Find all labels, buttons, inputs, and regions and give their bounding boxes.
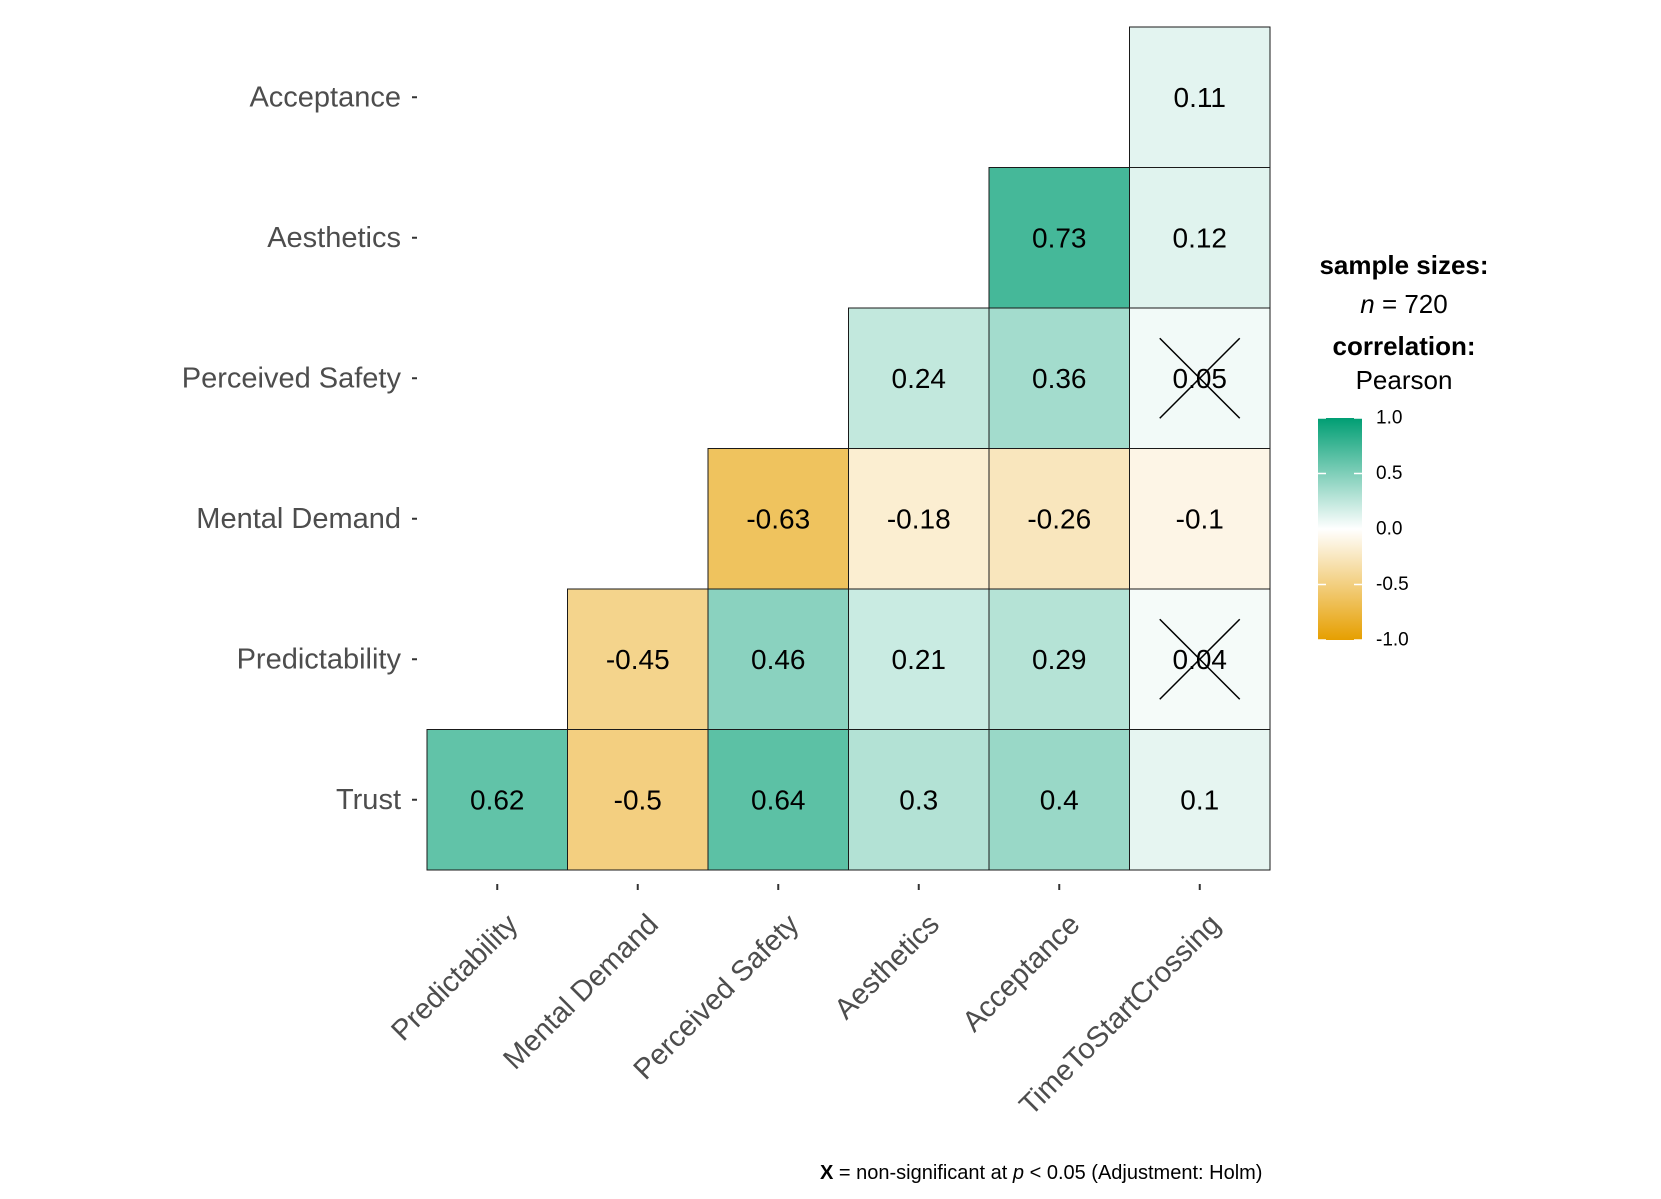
x-tick-label-acceptance: Acceptance xyxy=(957,908,1087,1038)
legend-ticks: 1.0 0.5 0.0 -0.5 -1.0 xyxy=(1318,408,1409,651)
heatmap-cell-rect xyxy=(567,729,709,871)
cell-value-label: 0.62 xyxy=(470,784,525,815)
heatmap-cell-aesthetics-acceptance: 0.73 xyxy=(988,167,1130,309)
heatmap-cell-rect xyxy=(1129,167,1271,309)
x-tick-label-predictability: Predictability xyxy=(385,908,524,1047)
heatmap-cell-predictability-perceived-safety: 0.46 xyxy=(707,588,849,730)
caption-p-symbol: p xyxy=(1012,1162,1024,1184)
heatmap-cell-mental-demand-perceived-safety: -0.63 xyxy=(707,448,849,590)
heatmap-cell-aesthetics-timetostartcrossing: 0.12 xyxy=(1129,167,1271,309)
cell-value-label: 0.11 xyxy=(1174,82,1226,113)
heatmap-cell-rect xyxy=(988,588,1130,730)
heatmap-cell-trust-aesthetics: 0.3 xyxy=(848,729,990,871)
y-axis: Trust Predictability Mental Demand Perceive… xyxy=(182,81,417,816)
cell-value-label: -0.5 xyxy=(614,784,662,815)
legend-tick-label: -1.0 xyxy=(1376,630,1409,651)
legend-tick-label: 0.0 xyxy=(1376,519,1402,540)
cell-value-label: 0.46 xyxy=(751,644,806,675)
heatmap-cell-predictability-timetostartcrossing: 0.04 xyxy=(1129,588,1271,730)
heatmap-cell-trust-mental-demand: -0.5 xyxy=(567,729,709,871)
heatmap-cell-perceived-safety-aesthetics: 0.24 xyxy=(848,307,990,449)
legend-tick-label: -0.5 xyxy=(1376,574,1409,595)
y-tick-label-aesthetics: Aesthetics xyxy=(267,222,401,254)
heatmap-cell-trust-timetostartcrossing: 0.1 xyxy=(1129,729,1271,871)
legend-sample-size: n = 720 xyxy=(1360,289,1447,319)
legend-tick-label: 1.0 xyxy=(1376,408,1402,429)
heatmap-cell-rect xyxy=(1129,729,1271,871)
y-tick-label-predictability: Predictability xyxy=(237,643,402,675)
cell-value-label: 0.29 xyxy=(1032,644,1087,675)
y-tick-label-trust: Trust xyxy=(336,784,401,816)
heatmap-cell-predictability-aesthetics: 0.21 xyxy=(848,588,990,730)
cell-value-label: 0.36 xyxy=(1032,363,1087,394)
heatmap-cell-rect xyxy=(848,448,990,590)
heatmap-cell-rect xyxy=(988,729,1130,871)
heatmap-cell-rect xyxy=(1129,26,1271,168)
heatmap-cell-rect xyxy=(1129,448,1271,590)
legend-sample-title: sample sizes: xyxy=(1319,250,1488,280)
cell-value-label: 0.24 xyxy=(892,363,947,394)
heatmap-cell-mental-demand-timetostartcrossing: -0.1 xyxy=(1129,448,1271,590)
y-tick-label-acceptance: Acceptance xyxy=(249,81,401,113)
cell-value-label: -0.63 xyxy=(746,503,810,534)
cell-value-label: 0.3 xyxy=(899,784,938,815)
legend-n-symbol: n xyxy=(1360,289,1374,319)
cell-value-label: -0.1 xyxy=(1176,503,1224,534)
caption-x-symbol: X xyxy=(820,1162,834,1184)
y-tick-label-perceived-safety: Perceived Safety xyxy=(182,362,402,394)
cell-value-label: -0.45 xyxy=(606,644,670,675)
heatmap-cell-rect xyxy=(426,729,568,871)
legend: sample sizes: n = 720 correlation: Pears… xyxy=(1318,250,1489,651)
significance-caption: X = non-significant at p < 0.05 (Adjustm… xyxy=(820,1162,1262,1184)
non-significant-cross xyxy=(1159,618,1241,700)
non-significant-cross xyxy=(1159,337,1241,419)
heatmap-cell-trust-perceived-safety: 0.64 xyxy=(707,729,849,871)
heatmap-cell-perceived-safety-acceptance: 0.36 xyxy=(988,307,1130,449)
cell-value-label: 0.12 xyxy=(1173,222,1228,253)
heatmap-cell-rect xyxy=(707,448,849,590)
heatmap-cell-rect xyxy=(567,588,709,730)
heatmap-cell-rect xyxy=(707,588,849,730)
legend-correlation-title: correlation: xyxy=(1332,331,1475,361)
caption-text-2: < 0.05 (Adjustment: Holm) xyxy=(1024,1162,1262,1184)
cell-value-label: 0.64 xyxy=(751,784,806,815)
legend-n-value: = 720 xyxy=(1375,289,1448,319)
heatmap-cell-trust-predictability: 0.62 xyxy=(426,729,568,871)
heatmap-cell-predictability-mental-demand: -0.45 xyxy=(567,588,709,730)
cell-value-label: -0.18 xyxy=(887,503,951,534)
heatmap-cell-mental-demand-acceptance: -0.26 xyxy=(988,448,1130,590)
heatmap-cell-trust-acceptance: 0.4 xyxy=(988,729,1130,871)
heatmap-cell-rect xyxy=(988,448,1130,590)
heatmap-cell-predictability-acceptance: 0.29 xyxy=(988,588,1130,730)
heatmap-cells: 0.62 -0.5 0.64 0.3 0.4 0.1 -0.45 0.46 0.21 0.29 0.… xyxy=(426,26,1271,871)
heatmap-cell-rect xyxy=(988,167,1130,309)
legend-tick-label: 0.5 xyxy=(1376,463,1402,484)
cell-value-label: 0.21 xyxy=(892,644,947,675)
heatmap-cell-mental-demand-aesthetics: -0.18 xyxy=(848,448,990,590)
cell-value-label: -0.26 xyxy=(1027,503,1091,534)
legend-method: Pearson xyxy=(1356,365,1453,395)
cell-value-label: 0.1 xyxy=(1180,784,1219,815)
heatmap-cell-perceived-safety-timetostartcrossing: 0.05 xyxy=(1129,307,1271,449)
y-tick-label-mental-demand: Mental Demand xyxy=(196,503,401,535)
caption-text-1: = non-significant at xyxy=(833,1162,1013,1184)
heatmap-cell-rect xyxy=(848,588,990,730)
heatmap-cell-acceptance-timetostartcrossing: 0.11 xyxy=(1129,26,1271,168)
x-tick-label-aesthetics: Aesthetics xyxy=(829,908,946,1025)
heatmap-cell-rect xyxy=(848,729,990,871)
heatmap-cell-rect xyxy=(988,307,1130,449)
heatmap-cell-rect xyxy=(848,307,990,449)
cell-value-label: 0.73 xyxy=(1032,222,1087,253)
cell-value-label: 0.4 xyxy=(1040,784,1079,815)
